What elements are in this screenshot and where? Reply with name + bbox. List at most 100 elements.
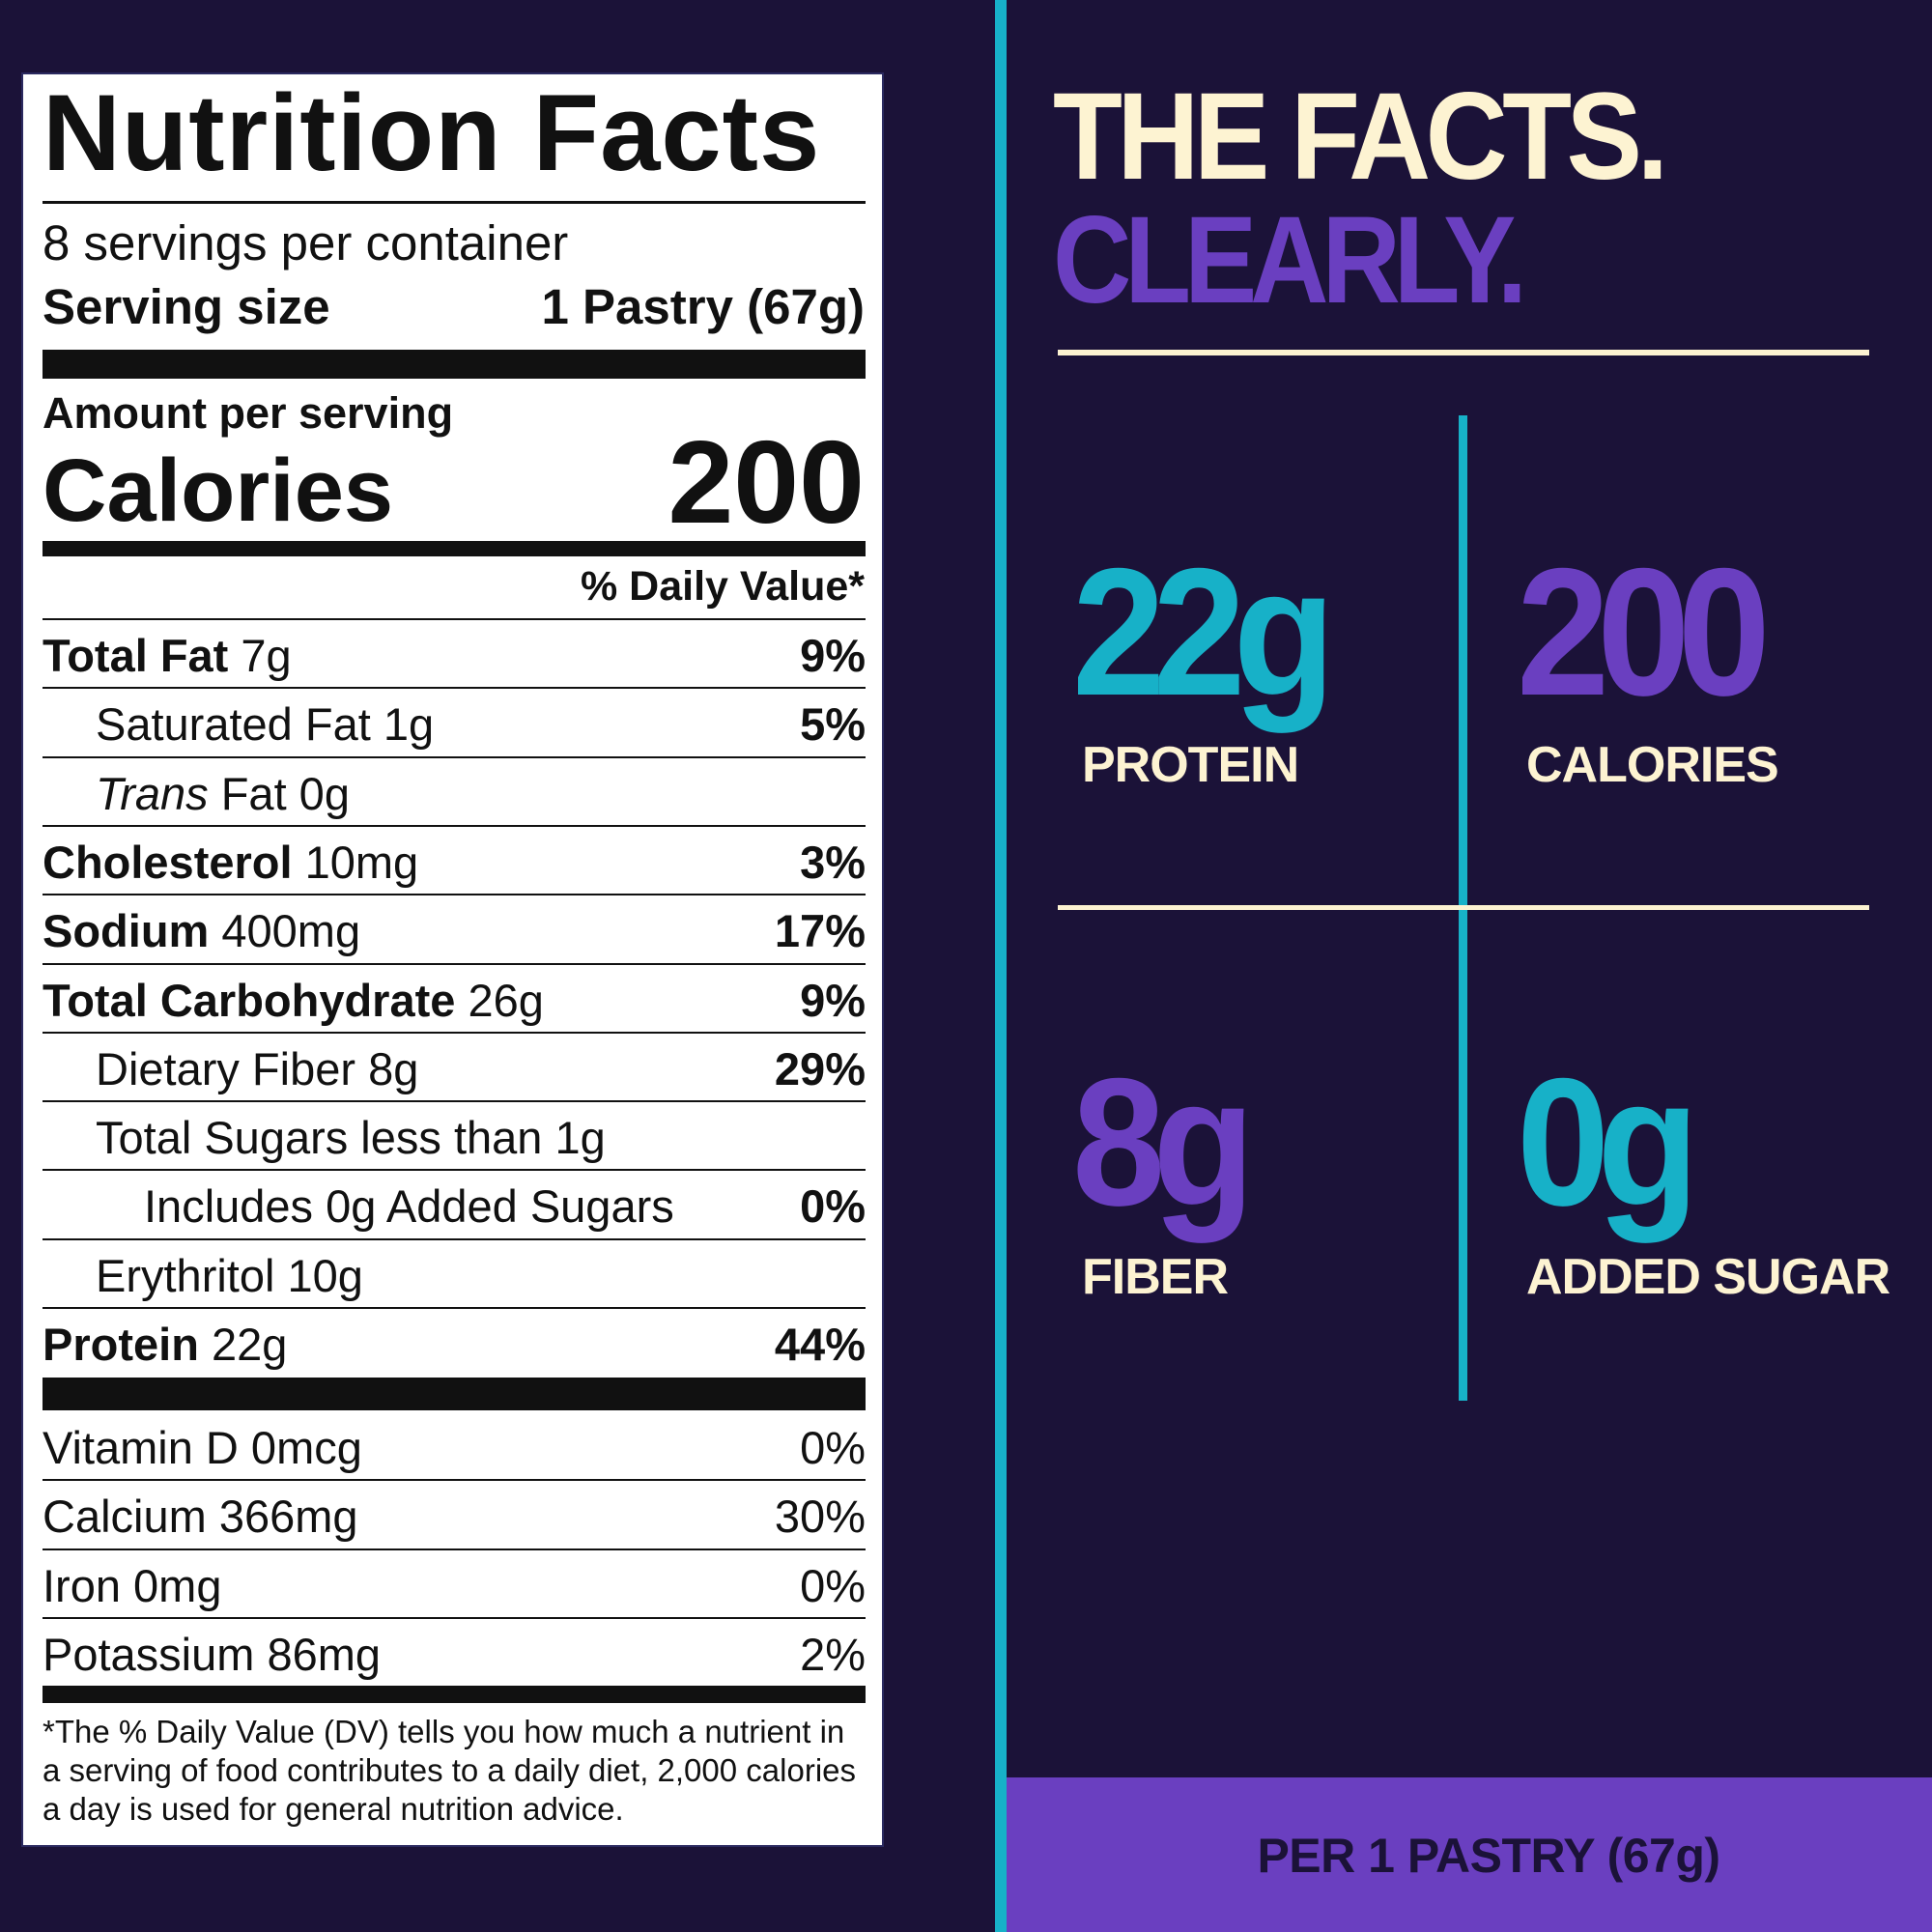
nutrient-name: Total Carbohydrate 26g xyxy=(43,974,544,1027)
servings-per-container: 8 servings per container xyxy=(43,215,569,270)
protein-value: 22g xyxy=(1072,530,1335,733)
nutrient-amount: Fat 0g xyxy=(208,767,350,819)
nutrient-daily-value: 5% xyxy=(800,698,866,751)
nutrient-daily-value: 0% xyxy=(800,1180,866,1233)
added-sugar-value: 0g xyxy=(1517,1040,1699,1243)
row-divider xyxy=(43,1169,866,1172)
nutrient-row: Total Carbohydrate 26g 9% xyxy=(43,962,866,1031)
vitamin-row: Potassium 86mg 2% xyxy=(43,1616,866,1685)
vitamin-daily-value: 2% xyxy=(800,1628,866,1680)
nutrient-name: Cholesterol 10mg xyxy=(43,836,418,889)
nutrient-row: Trans Fat 0g xyxy=(43,755,866,824)
headline-the-facts: THE FACTS. xyxy=(1053,68,1668,206)
row-divider xyxy=(43,1100,866,1103)
nutrient-row: Saturated Fat 1g 5% xyxy=(43,687,866,754)
medium-divider xyxy=(43,541,866,556)
vitamin-name: Potassium 86mg xyxy=(43,1628,382,1680)
grid-horizontal-line xyxy=(1058,905,1869,910)
vitamin-row: Vitamin D 0mcg 0% xyxy=(43,1410,866,1478)
divider xyxy=(43,201,866,204)
nutrient-row: Protein 22g 44% xyxy=(43,1307,866,1375)
nutrient-amount: Includes 0g Added Sugars xyxy=(144,1180,674,1233)
nutrient-italic-name: Trans xyxy=(96,767,209,819)
footer-text: PER 1 PASTRY (67g) xyxy=(1257,1829,1720,1883)
calories-label: Calories xyxy=(43,441,394,540)
nutrient-amount: 10mg xyxy=(292,836,419,888)
daily-value-footnote: *The % Daily Value (DV) tells you how mu… xyxy=(43,1714,856,1827)
row-divider xyxy=(43,1548,866,1550)
nutrient-daily-value: 9% xyxy=(800,974,866,1026)
row-divider xyxy=(43,1479,866,1482)
vitamin-name: Vitamin D 0mcg xyxy=(43,1422,362,1473)
vitamin-daily-value: 0% xyxy=(800,1559,866,1611)
nutrient-daily-value: 9% xyxy=(800,630,866,681)
fiber-value: 8g xyxy=(1072,1040,1255,1243)
nutrient-row: Dietary Fiber 8g 29% xyxy=(43,1031,866,1099)
nutrient-row: Total Fat 7g 9% xyxy=(43,618,866,686)
nutrient-amount: 26g xyxy=(455,974,544,1026)
nutrient-name: Saturated Fat 1g xyxy=(96,697,434,751)
row-divider xyxy=(43,1031,866,1034)
row-divider xyxy=(43,1237,866,1240)
row-divider xyxy=(43,894,866,896)
vitamin-daily-value: 30% xyxy=(774,1491,866,1543)
nutrient-bold-name: Sodium xyxy=(43,905,210,957)
nutrient-daily-value: 3% xyxy=(800,836,866,888)
serving-size-label: Serving size xyxy=(43,279,330,334)
row-divider xyxy=(43,755,866,758)
vitamin-name: Iron 0mg xyxy=(43,1559,222,1611)
amount-per-serving: Amount per serving xyxy=(43,388,454,438)
label-title: Nutrition Facts xyxy=(43,72,821,193)
nutrient-row: Erythritol 10g xyxy=(43,1237,866,1306)
serving-size-value: 1 Pastry (67g) xyxy=(541,279,866,334)
nutrient-amount: 22g xyxy=(198,1319,288,1370)
thick-divider xyxy=(43,350,866,379)
nutrient-amount: Erythritol 10g xyxy=(96,1249,363,1301)
headline-underline xyxy=(1058,350,1869,355)
nutrient-amount: Dietary Fiber 8g xyxy=(96,1042,419,1094)
nutrient-row: Total Sugars less than 1g xyxy=(43,1100,866,1168)
vitamin-name: Calcium 366mg xyxy=(43,1491,358,1543)
nutrient-bold-name: Protein xyxy=(43,1319,199,1370)
row-divider xyxy=(43,687,866,690)
nutrient-name: Protein 22g xyxy=(43,1318,287,1371)
nutrient-row: Sodium 400mg 17% xyxy=(43,894,866,961)
nutrient-bold-name: Total Carbohydrate xyxy=(43,974,456,1026)
row-divider xyxy=(43,1307,866,1309)
calories-stat-value: 200 xyxy=(1517,530,1771,733)
row-divider xyxy=(43,824,866,827)
nutrient-amount: Saturated Fat 1g xyxy=(96,698,435,751)
nutrient-row: Includes 0g Added Sugars 0% xyxy=(43,1169,866,1236)
nutrient-daily-value: 29% xyxy=(774,1042,866,1094)
daily-value-header: % Daily Value* xyxy=(581,563,865,610)
nutrient-bold-name: Total Fat xyxy=(43,630,229,681)
nutrient-name: Sodium 400mg xyxy=(43,904,360,957)
nutrient-amount: 7g xyxy=(228,630,292,681)
thick-divider xyxy=(43,1378,866,1410)
nutrient-amount: Total Sugars less than 1g xyxy=(96,1112,606,1164)
nutrient-daily-value: 17% xyxy=(774,905,866,957)
nutrient-amount: 400mg xyxy=(209,905,361,957)
row-divider xyxy=(43,618,866,620)
nutrient-name: Trans Fat 0g xyxy=(96,767,350,820)
fiber-label: FIBER xyxy=(1082,1249,1229,1305)
vitamin-daily-value: 0% xyxy=(800,1422,866,1473)
nutrient-name: Includes 0g Added Sugars xyxy=(144,1179,674,1233)
nutrient-name: Dietary Fiber 8g xyxy=(96,1042,418,1095)
medium-divider xyxy=(43,1686,866,1703)
added-sugar-label: ADDED SUGAR xyxy=(1526,1249,1890,1305)
vitamin-row: Calcium 366mg 30% xyxy=(43,1479,866,1547)
headline-clearly: CLEARLY. xyxy=(1053,191,1527,329)
nutrient-name: Total Fat 7g xyxy=(43,629,292,682)
row-divider xyxy=(43,1616,866,1619)
calories-value: 200 xyxy=(668,416,865,548)
nutrient-name: Total Sugars less than 1g xyxy=(96,1111,606,1164)
nutrient-row: Cholesterol 10mg 3% xyxy=(43,824,866,893)
calories-stat-label: CALORIES xyxy=(1526,737,1779,793)
footer-bar: PER 1 PASTRY (67g) xyxy=(1007,1777,1932,1932)
row-divider xyxy=(43,962,866,965)
nutrient-daily-value: 44% xyxy=(774,1319,866,1370)
vitamin-row: Iron 0mg 0% xyxy=(43,1548,866,1616)
protein-label: PROTEIN xyxy=(1082,737,1299,793)
nutrient-name: Erythritol 10g xyxy=(96,1249,363,1302)
